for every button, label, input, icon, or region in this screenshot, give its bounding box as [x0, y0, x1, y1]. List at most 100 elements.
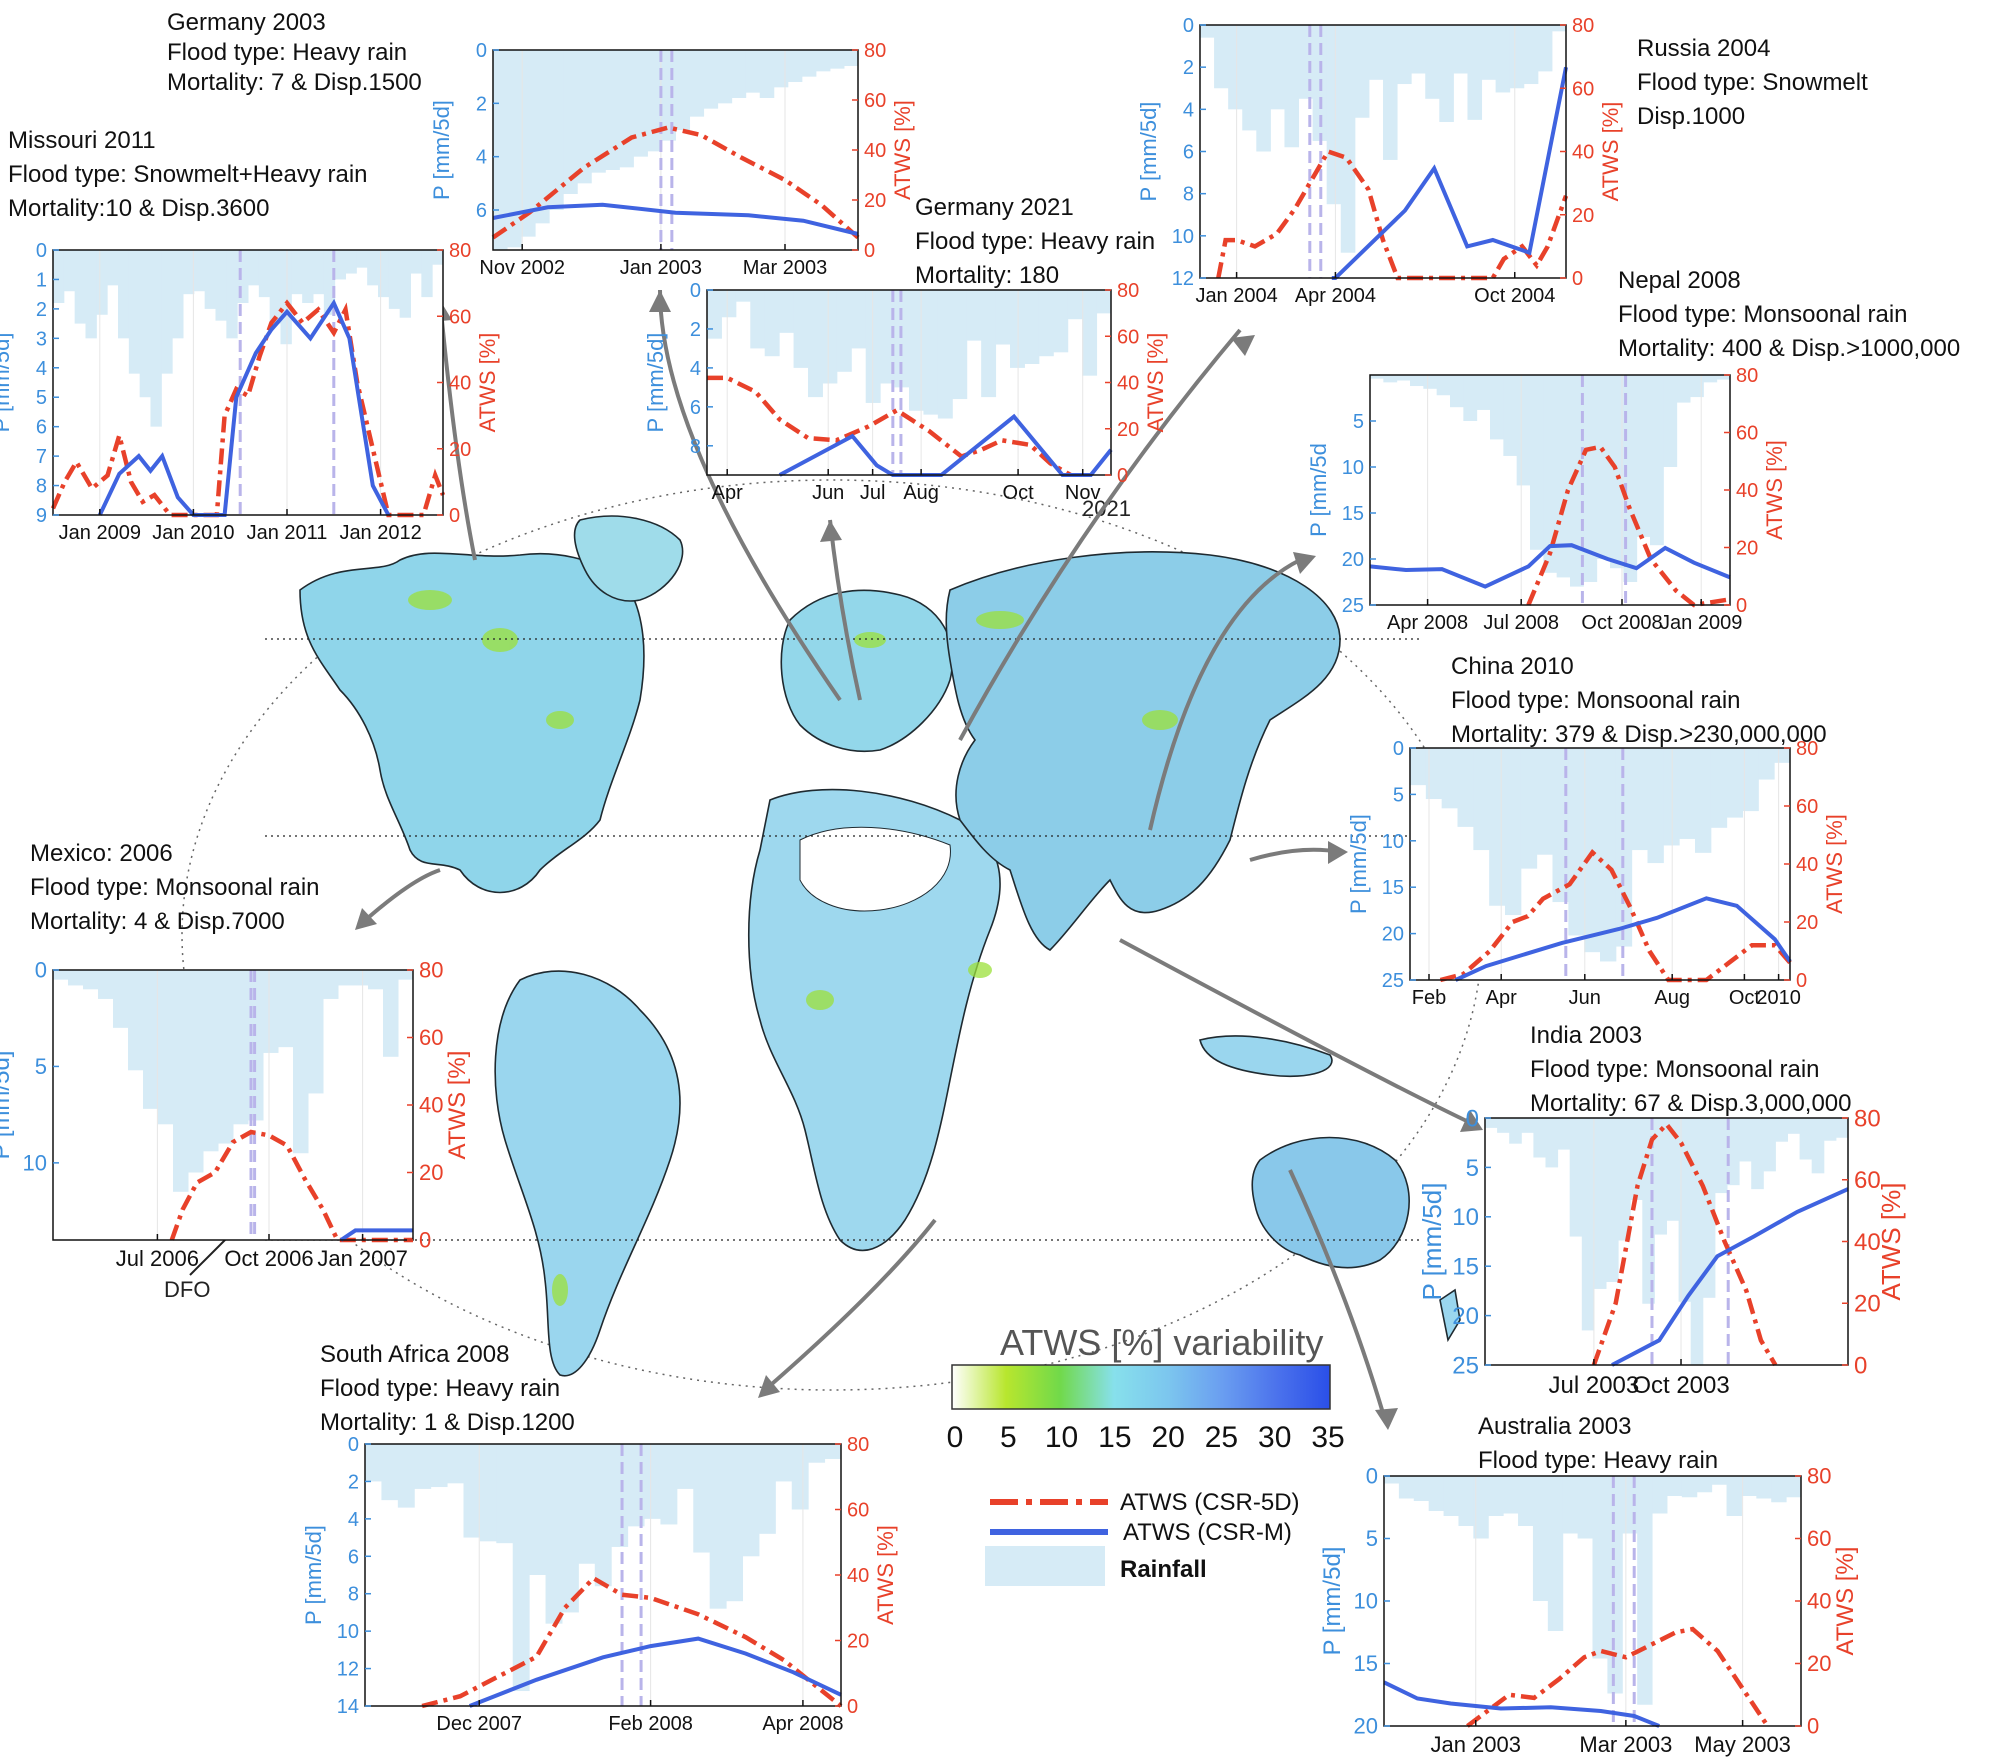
- p-axis-tick-label: 5: [1393, 784, 1404, 806]
- atws-m-line: [1383, 1680, 1660, 1728]
- x-axis-tick-label: Oct: [1729, 987, 1761, 1009]
- colorbar-tick-label: 35: [1311, 1421, 1344, 1454]
- inset-info-line: Mortality: 4 & Disp.7000: [30, 908, 285, 935]
- atws-axis-tick-label: 60: [1736, 423, 1758, 445]
- atws-m-line: [1369, 543, 1731, 589]
- rainfall-bar: [1676, 375, 1691, 403]
- rainfall-bar: [53, 970, 69, 980]
- atws-axis-tick-label: 0: [419, 1228, 431, 1253]
- atws-axis-tick-label: 40: [449, 373, 471, 395]
- rainfall-bar: [521, 50, 536, 237]
- rainfall-bar: [421, 250, 433, 298]
- rainfall-bar: [226, 250, 238, 339]
- rainfall-bar: [1214, 25, 1229, 89]
- atws-axis-tick-label: 20: [1807, 1651, 1831, 1676]
- rainfall-bar: [432, 250, 444, 265]
- rainfall-bar: [1396, 375, 1411, 381]
- colorbar-tick-label: 25: [1205, 1421, 1238, 1454]
- colorbar-gradient: [951, 1364, 1331, 1410]
- x-axis-tick-label: Apr 2008: [762, 1713, 843, 1735]
- p-axis-tick-label: 0: [1366, 1464, 1378, 1489]
- arrow-nepal: [1148, 558, 1301, 831]
- rainfall-bar: [493, 50, 508, 250]
- rainfall-bar: [726, 1444, 744, 1602]
- p-axis-tick-label: 7: [36, 446, 47, 468]
- atws-axis-tick-label: 20: [847, 1631, 869, 1653]
- p-axis-tick-label: 14: [337, 1696, 359, 1718]
- inset-info-line: Flood type: Heavy rain: [167, 39, 407, 66]
- x-axis-tick-label: Oct 2008: [1581, 612, 1662, 634]
- rainfall-bar: [1690, 1118, 1704, 1365]
- rainfall-bar: [1067, 290, 1083, 320]
- rainfall-bar: [808, 290, 823, 398]
- rainfall-bar: [1038, 290, 1054, 357]
- rainfall-bar: [512, 1444, 530, 1692]
- colorbar-title: ATWS [%] variability: [1000, 1322, 1323, 1363]
- inset-info-line: Flood type: Snowmelt+Heavy rain: [8, 161, 368, 188]
- rainfall-bar: [1739, 1118, 1752, 1162]
- rainfall-bar: [775, 1444, 793, 1482]
- arrow-missouri: [438, 299, 477, 561]
- rainfall-bar: [793, 290, 809, 368]
- dfo-pointer: [189, 1236, 229, 1276]
- rainfall-bar: [85, 250, 97, 339]
- atws-axis-tick-label: 80: [847, 1434, 869, 1456]
- rainfall-bar: [1557, 1118, 1571, 1150]
- x-axis-tick-label: Apr 2008: [1387, 612, 1468, 634]
- rainfall-bar: [1441, 748, 1458, 809]
- p-axis-tick-label: 0: [1466, 1105, 1479, 1132]
- rainfall-bar: [128, 250, 141, 374]
- rainfall-bar: [1569, 1118, 1583, 1237]
- atws-axis-tick-label: 0: [1117, 465, 1128, 487]
- x-axis-tick-label: Oct: [1003, 482, 1035, 504]
- atws-axis-label: ATWS [%]: [1832, 1547, 1859, 1656]
- atws-axis-tick-label: 80: [1807, 1464, 1831, 1489]
- rainfall-bar: [1397, 25, 1412, 85]
- p-axis-label: P [mm/5d]: [429, 100, 454, 200]
- rainfall-bar: [1533, 1118, 1546, 1158]
- inset-india2003: India 2003 Flood type: Monsoonal rain Mort…: [1417, 1022, 1906, 1399]
- rainfall-bar: [759, 50, 775, 98]
- rainfall-bar: [1536, 748, 1553, 855]
- connector-arrows: [358, 289, 1476, 1421]
- atws-5d-line: [707, 375, 1072, 477]
- arrow-russia: [958, 328, 1242, 741]
- rainfall-bar: [591, 50, 606, 173]
- europe: [780, 589, 954, 753]
- rainfall-bar: [1630, 1118, 1643, 1201]
- inset-info-line: Flood type: Monsoonal rain: [30, 874, 320, 901]
- rainfall-bar: [808, 1444, 826, 1463]
- inset-info-line: Mortality: 379 & Disp.>230,000,000: [1451, 721, 1827, 748]
- p-axis-tick-label: 10: [1382, 831, 1404, 853]
- rainfall-bar: [1467, 25, 1483, 120]
- rainfall-bar: [338, 970, 354, 986]
- atws-m-line: [1331, 66, 1568, 280]
- rainfall-bar: [1256, 25, 1271, 152]
- atws-axis-tick-label: 40: [1807, 1589, 1831, 1614]
- p-axis-tick-label: 10: [1452, 1204, 1479, 1231]
- x-axis-tick-label: Dec 2007: [436, 1713, 522, 1735]
- atws-axis-tick-label: 60: [1796, 796, 1818, 818]
- rainfall-bar: [1695, 748, 1712, 853]
- rainfall-bar: [143, 970, 159, 1109]
- rainfall-bar: [1443, 1476, 1459, 1516]
- p-axis-tick-label: 20: [1382, 924, 1404, 946]
- rainfall-bar: [1637, 1476, 1653, 1705]
- p-axis-tick-label: 25: [1342, 595, 1364, 617]
- inset-info-line: Australia 2003: [1478, 1413, 1631, 1440]
- rainfall-bar: [1509, 25, 1525, 89]
- rainfall-bar: [1024, 290, 1040, 364]
- rainfall-bar: [215, 250, 227, 321]
- colorbar-tick-label: 10: [1045, 1421, 1078, 1454]
- p-axis-tick-label: 12: [1172, 268, 1194, 290]
- rainfall-bar: [1398, 1476, 1415, 1499]
- inset-info-line: Flood type: Heavy rain: [915, 228, 1155, 255]
- rainfall-bar: [399, 250, 411, 318]
- rainfall-bar: [1679, 748, 1696, 839]
- arrowhead-russia: [1231, 335, 1255, 356]
- rainfall-bar: [128, 970, 144, 1071]
- rainfall-bar: [388, 250, 401, 309]
- x-axis-tick-label: Jan 2009: [59, 522, 141, 544]
- rainfall-bar: [1476, 375, 1491, 410]
- rainfall-bar: [1799, 1118, 1813, 1160]
